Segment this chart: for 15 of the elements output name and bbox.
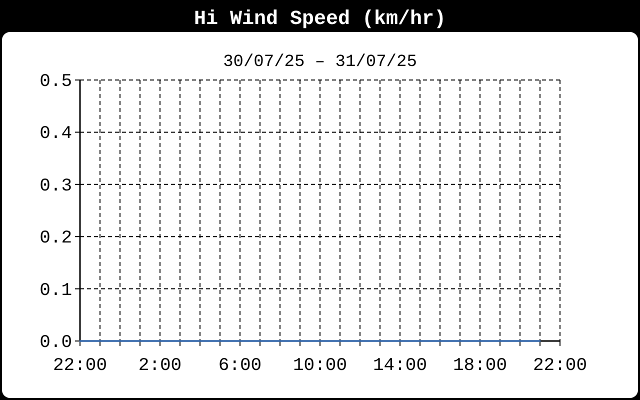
- x-tick-label: 2:00: [138, 356, 182, 376]
- x-tick-label: 14:00: [372, 356, 428, 376]
- y-tick-label: 0.2: [40, 228, 72, 249]
- x-tick-label: 22:00: [532, 356, 588, 376]
- chart-subtitle: 30/07/25 – 31/07/25: [223, 53, 417, 72]
- y-tick-label: 0.3: [40, 176, 72, 196]
- x-tick-label: 10:00: [292, 356, 348, 376]
- chart-title: Hi Wind Speed (km/hr): [194, 8, 446, 31]
- x-tick-label: 6:00: [218, 356, 262, 376]
- x-tick-label: 22:00: [52, 356, 108, 376]
- x-tick-label: 18:00: [452, 356, 508, 376]
- y-tick-label: 0.0: [40, 333, 72, 353]
- y-tick-label: 0.5: [40, 72, 72, 92]
- y-tick-label: 0.4: [40, 124, 72, 144]
- y-tick-label: 0.1: [40, 280, 72, 301]
